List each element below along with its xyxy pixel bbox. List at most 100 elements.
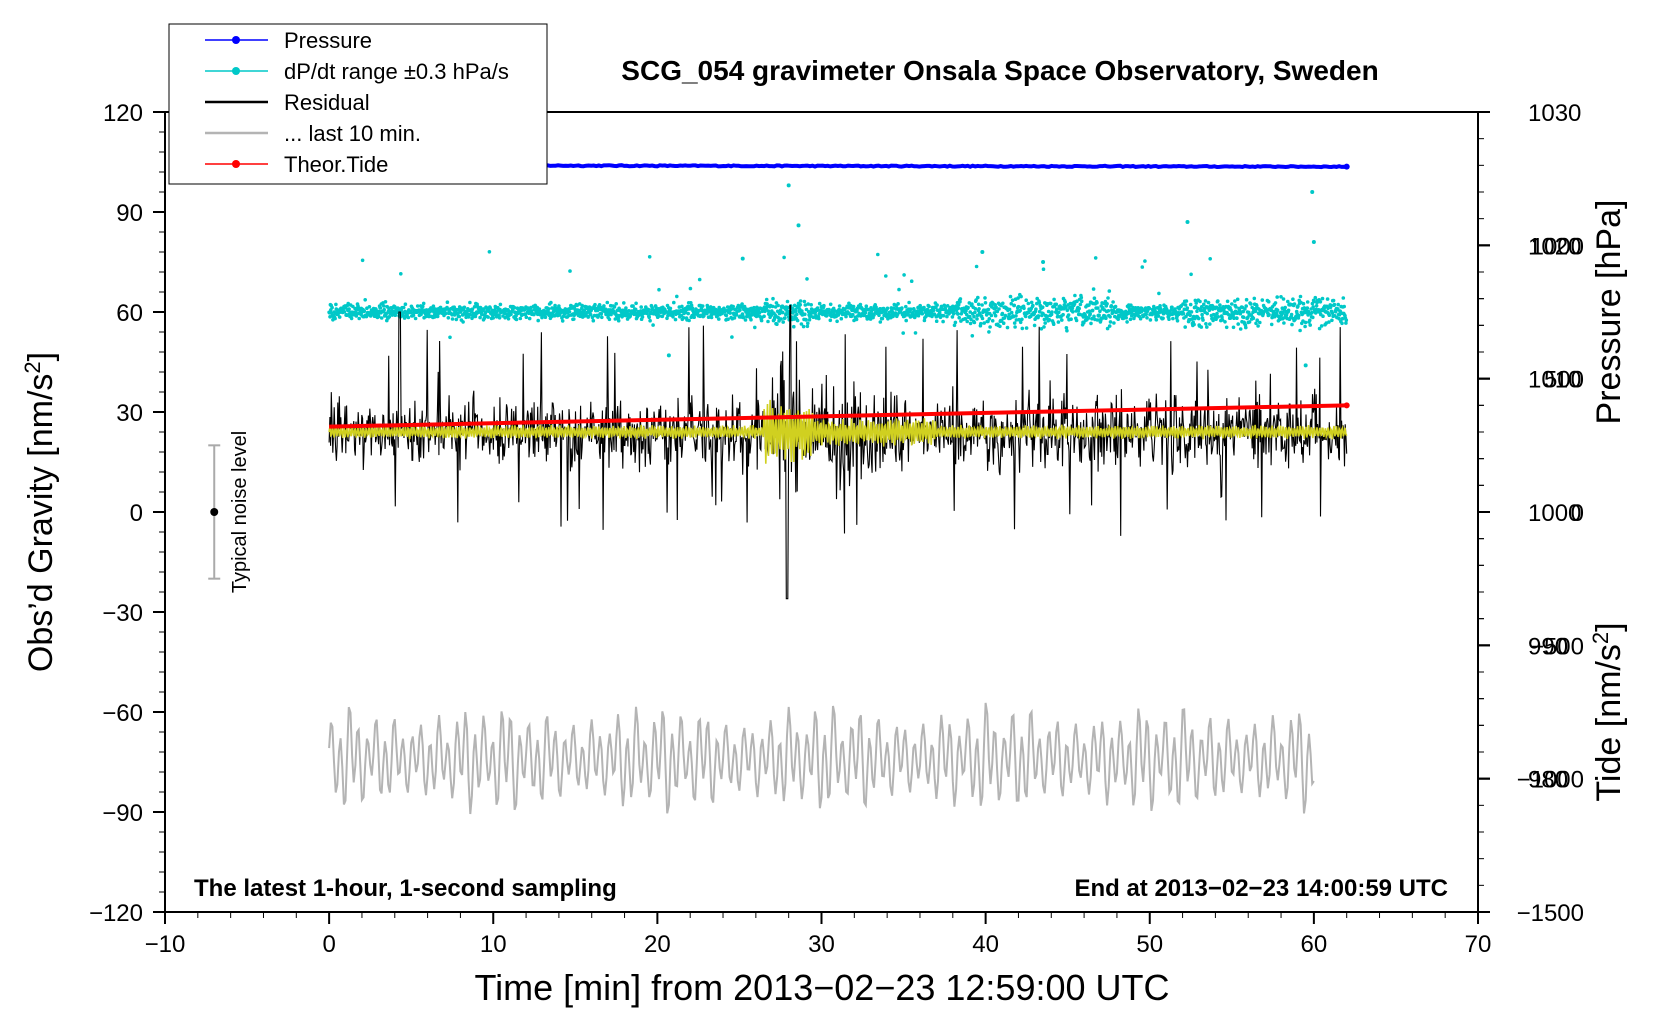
dpdt-point — [673, 317, 678, 322]
dpdt-point — [1126, 311, 1131, 316]
dpdt-point — [1205, 325, 1209, 329]
dpdt-point — [445, 300, 450, 305]
dpdt-point — [1216, 299, 1220, 303]
dpdt-point — [1017, 317, 1021, 322]
dpdt-point — [1079, 295, 1084, 300]
dpdt-point — [1185, 306, 1190, 310]
dpdt-point — [1097, 313, 1101, 318]
dpdt-point — [491, 316, 496, 320]
legend-marker — [232, 160, 240, 168]
dpdt-point — [1251, 316, 1256, 321]
dpdt-point — [726, 317, 730, 322]
dpdt-point — [568, 269, 572, 273]
dpdt-point — [599, 312, 604, 316]
dpdt-point — [648, 318, 652, 323]
dpdt-point — [828, 318, 833, 323]
dpdt-point — [1070, 306, 1075, 311]
dpdt-point — [1275, 295, 1279, 299]
dpdt-point — [337, 315, 342, 319]
dpdt-point — [1204, 322, 1208, 326]
dpdt-point — [802, 299, 807, 304]
dpdt-point — [876, 252, 880, 257]
dpdt-point — [964, 309, 968, 313]
dpdt-point — [1311, 315, 1315, 320]
dpdt-point — [1143, 259, 1147, 263]
y-tick-label: 30 — [116, 400, 143, 427]
dpdt-point — [1325, 297, 1330, 301]
series-residual-smoothed — [328, 399, 1348, 464]
dpdt-point — [805, 277, 809, 281]
dpdt-point — [367, 305, 372, 309]
legend-box — [168, 23, 548, 185]
dpdt-point — [976, 295, 980, 300]
dpdt-point — [362, 309, 367, 314]
dpdt-point — [1090, 316, 1094, 321]
dpdt-point — [749, 317, 753, 322]
dpdt-point — [803, 312, 807, 317]
dpdt-point — [616, 316, 621, 320]
dpdt-point — [1228, 316, 1233, 320]
dpdt-point — [357, 316, 362, 321]
dpdt-point — [1289, 312, 1294, 317]
dpdt-point — [902, 273, 906, 277]
dpdt-point — [415, 304, 420, 308]
dpdt-point — [1340, 321, 1344, 326]
dpdt-point — [739, 305, 744, 309]
dpdt-point — [1046, 309, 1051, 314]
dpdt-point — [497, 316, 502, 320]
dpdt-point — [951, 311, 956, 316]
dpdt-point — [1202, 302, 1206, 307]
dpdt-point — [970, 302, 974, 306]
dpdt-point — [1003, 313, 1008, 318]
dpdt-point — [518, 316, 523, 321]
dpdt-point — [945, 304, 950, 308]
tide-tick-label: 1000 — [1531, 233, 1584, 260]
dpdt-point — [1244, 325, 1248, 330]
dpdt-point — [956, 312, 960, 316]
y-axis-label-gravity-sup: 2 — [20, 361, 45, 373]
dpdt-point — [1096, 306, 1100, 310]
pressure-tick-label: 980 — [1528, 767, 1568, 794]
dpdt-point — [512, 305, 517, 310]
dpdt-point — [498, 302, 503, 307]
dpdt-point — [939, 304, 944, 309]
dpdt-point — [457, 314, 462, 319]
dpdt-point — [804, 318, 808, 322]
dpdt-point — [973, 310, 977, 315]
dpdt-point — [668, 306, 673, 311]
dpdt-point — [378, 306, 383, 310]
dpdt-point — [1241, 309, 1245, 314]
dpdt-point — [470, 307, 475, 312]
dpdt-point — [1181, 311, 1186, 316]
dpdt-point — [1014, 318, 1019, 322]
dpdt-point — [1279, 295, 1283, 299]
dpdt-point — [1061, 312, 1065, 317]
chart-title: SCG_054 gravimeter Onsala Space Observat… — [621, 55, 1378, 86]
dpdt-point — [937, 311, 942, 315]
dpdt-point — [640, 315, 645, 319]
tide-end-point — [1343, 402, 1350, 409]
dpdt-point — [497, 313, 501, 317]
dpdt-point — [740, 302, 744, 306]
dpdt-point — [1104, 316, 1108, 321]
dpdt-point — [1297, 313, 1301, 318]
dpdt-point — [1148, 318, 1153, 322]
tide-tick-label: 500 — [1544, 367, 1584, 394]
dpdt-point — [1039, 327, 1044, 331]
dpdt-point — [975, 317, 979, 321]
dpdt-point — [472, 305, 477, 309]
pressure-tick-label: 1020 — [1528, 233, 1581, 260]
dpdt-point — [904, 318, 908, 323]
dpdt-outlier — [796, 223, 801, 228]
dpdt-point — [1246, 315, 1250, 320]
dpdt-point — [1113, 304, 1118, 309]
dpdt-point — [980, 303, 984, 307]
dpdt-point — [349, 316, 354, 321]
dpdt-point — [1296, 304, 1300, 308]
dpdt-point — [798, 302, 802, 307]
dpdt-point — [1336, 302, 1340, 307]
dpdt-point — [817, 301, 822, 306]
dpdt-point — [1311, 305, 1315, 309]
x-tick-label: 70 — [1465, 931, 1492, 958]
